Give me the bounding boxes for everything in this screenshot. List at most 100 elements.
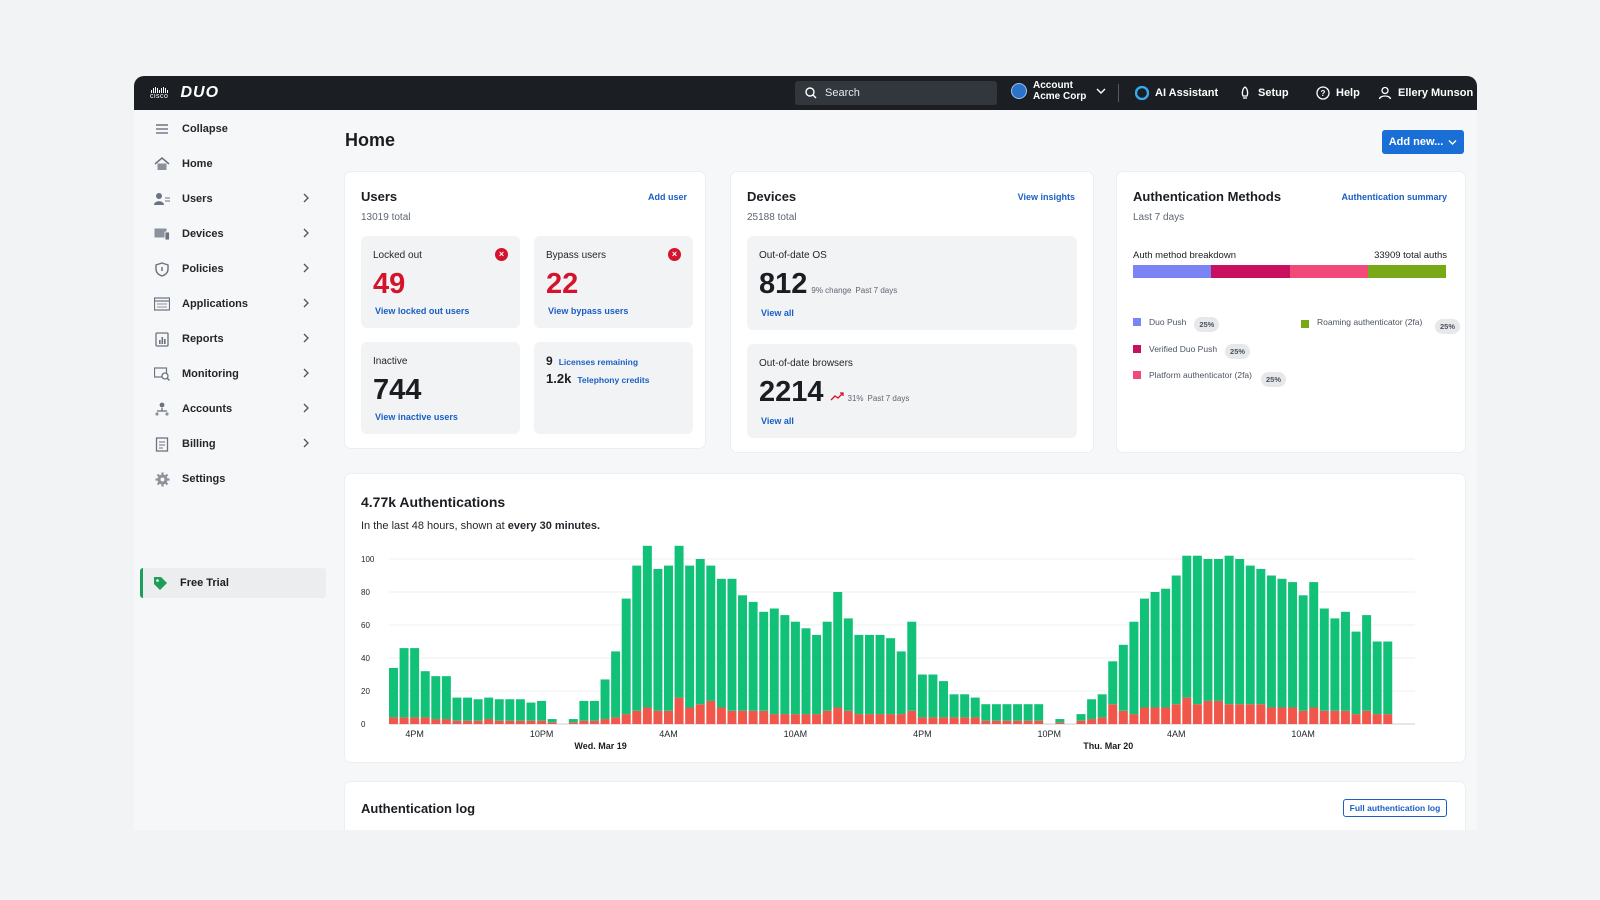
ai-assistant-button[interactable]: AI Assistant [1135, 76, 1218, 110]
sidebar-item-home[interactable]: Home [144, 150, 320, 178]
bypass-users-tile: Bypass users × 22 View bypass users [534, 236, 693, 328]
bar-failure [1224, 704, 1234, 724]
bar-failure [1139, 707, 1149, 724]
bar-success [960, 694, 970, 718]
sidebar-item-billing[interactable]: Billing [144, 430, 320, 458]
out-of-date-browsers-tile: Out-of-date browsers 2214 31% Past 7 day… [747, 344, 1077, 438]
bar-failure [1351, 714, 1361, 724]
help-button[interactable]: ? Help [1316, 76, 1360, 110]
licenses-remaining-link[interactable]: Licenses remaining [558, 357, 639, 367]
os-view-all-link[interactable]: View all [761, 308, 794, 318]
applications-icon [154, 296, 170, 312]
sidebar-item-settings[interactable]: Settings [144, 465, 320, 493]
bar-failure [685, 707, 695, 724]
bar-success [600, 679, 610, 720]
bar-success [1362, 615, 1372, 711]
bar-failure [1118, 710, 1128, 724]
bar-success [568, 719, 578, 723]
add-user-link[interactable]: Add user [647, 192, 687, 202]
bar-failure [505, 720, 515, 724]
auth-log-title: Authentication log [361, 801, 476, 816]
bar-success [632, 565, 642, 711]
auth-summary-link[interactable]: Authentication summary [1341, 192, 1447, 202]
view-insights-link[interactable]: View insights [1017, 192, 1075, 202]
bar-success [664, 565, 673, 711]
bar-failure [970, 717, 980, 724]
browsers-stat-row: 2214 31% Past 7 days [759, 376, 909, 409]
sidebar-item-applications[interactable]: Applications [144, 290, 320, 318]
bar-failure [1129, 714, 1139, 724]
bar-failure [759, 710, 769, 724]
chevron-right-icon [303, 263, 309, 273]
telephony-credits-link[interactable]: Telephony credits [577, 375, 650, 385]
chart-title: 4.77k Authentications [361, 494, 506, 510]
bar-failure [801, 714, 811, 724]
full-auth-log-button[interactable]: Full authentication log [1343, 799, 1447, 817]
search-icon [805, 87, 817, 99]
inactive-tile: Inactive 744 View inactive users [361, 342, 520, 434]
x-tick-label: 4AM [659, 729, 678, 739]
auth-breakdown-label: Auth method breakdown [1133, 250, 1236, 261]
sidebar-item-devices[interactable]: Devices [144, 220, 320, 248]
x-tick-label: 10AM [1291, 729, 1315, 739]
view-locked-out-users-link[interactable]: View locked out users [375, 306, 470, 316]
brand[interactable]: cisco DUO [150, 84, 219, 102]
x-tick-label: 10AM [784, 729, 808, 739]
bar-failure [484, 719, 494, 724]
bar-success [790, 621, 800, 715]
bar-failure [695, 704, 705, 724]
bar-failure [431, 719, 441, 724]
setup-button[interactable]: Setup [1238, 76, 1289, 110]
accounts-icon [154, 401, 170, 417]
y-tick-label: 100 [361, 555, 375, 564]
bar-success [685, 565, 695, 708]
devices-card-title: Devices [747, 189, 797, 204]
bar-failure [1245, 704, 1255, 724]
bar-failure [1383, 714, 1393, 724]
free-trial-button[interactable]: Free Trial [140, 568, 326, 598]
bar-success [579, 700, 589, 721]
bar-success [738, 595, 748, 711]
sidebar-item-collapse[interactable]: Collapse [144, 115, 320, 143]
sidebar-item-policies[interactable]: Policies [144, 255, 320, 283]
bar-failure [1319, 710, 1329, 724]
sidebar-item-accounts[interactable]: Accounts [144, 395, 320, 423]
chevron-right-icon [303, 193, 309, 203]
topbar-divider [1118, 84, 1119, 102]
bar-failure [1002, 720, 1012, 724]
bar-failure [452, 720, 462, 724]
add-new-button[interactable]: Add new... [1382, 130, 1464, 154]
bar-failure [1108, 704, 1118, 724]
view-bypass-users-link[interactable]: View bypass users [548, 306, 629, 316]
sidebar-item-users[interactable]: Users [144, 185, 320, 213]
sidebar-item-monitoring[interactable]: Monitoring [144, 360, 320, 388]
bypass-users-count: 22 [546, 268, 579, 300]
browsers-view-all-link[interactable]: View all [761, 416, 794, 426]
bar-success [1256, 568, 1266, 705]
menu-icon [154, 121, 170, 137]
chevron-right-icon [303, 438, 309, 448]
search-input[interactable]: Search [795, 81, 997, 105]
bar-failure [981, 720, 991, 724]
bar-success [695, 559, 705, 705]
legend-swatch [1133, 345, 1141, 353]
bar-success [537, 700, 547, 721]
bar-success [1023, 704, 1033, 721]
out-of-date-browsers-label: Out-of-date browsers [759, 358, 853, 369]
user-menu[interactable]: Ellery Munson [1378, 76, 1473, 110]
bar-failure [547, 722, 557, 724]
bar-success [1150, 592, 1160, 708]
bar-failure [579, 720, 589, 724]
legend-duo-push: Duo Push 25% [1133, 317, 1220, 332]
bar-failure [1266, 707, 1276, 724]
legend-swatch [1133, 371, 1141, 379]
bar-failure [1203, 700, 1213, 724]
view-inactive-users-link[interactable]: View inactive users [375, 412, 458, 422]
authentication-log-card: Authentication log Full authentication l… [345, 782, 1465, 830]
bar-success [759, 611, 769, 711]
chevron-right-icon [303, 228, 309, 238]
sidebar-item-reports[interactable]: Reports [144, 325, 320, 353]
bar-success [1002, 704, 1012, 721]
auth-total: 33909 total auths [1374, 250, 1447, 261]
account-switcher[interactable]: Account Acme Corp [1011, 80, 1106, 102]
